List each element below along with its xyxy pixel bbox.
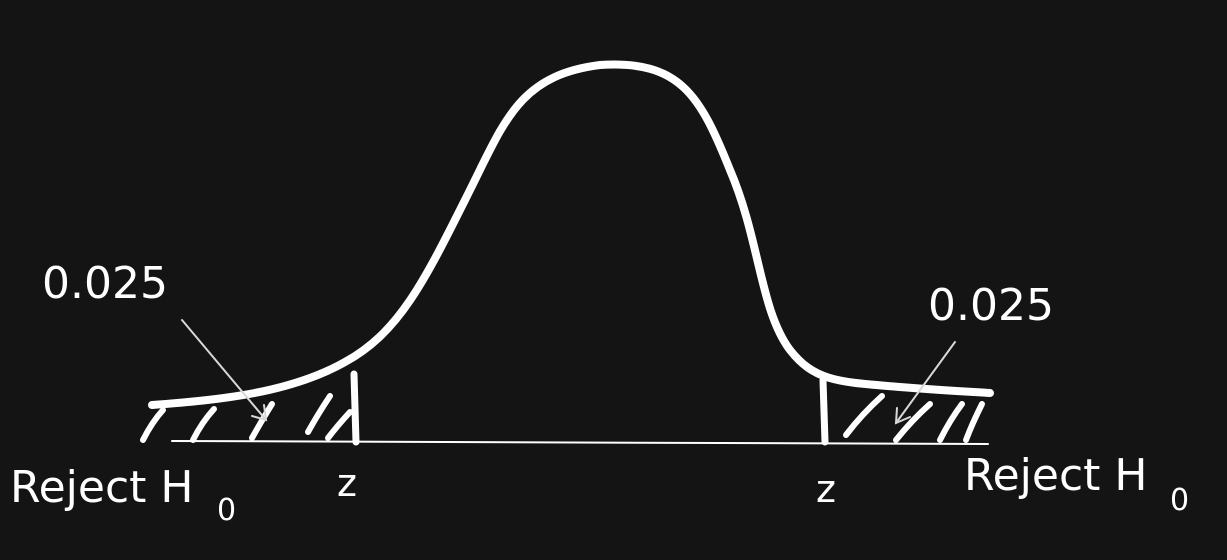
- right-tail-hatching: [843, 393, 985, 443]
- right-critical-line: [819, 376, 829, 446]
- right-arrow-icon: [894, 341, 956, 425]
- right-critical-z-label: z: [816, 467, 836, 511]
- right-probability-label: 0.025: [928, 280, 1054, 331]
- left-probability-label: 0.025: [42, 258, 168, 309]
- right-reject-subscript: 0: [1170, 483, 1189, 518]
- left-critical-line: [350, 370, 360, 446]
- baseline-axis: [171, 440, 989, 445]
- left-reject-label: Reject H: [10, 462, 193, 513]
- left-tail-hatching: [140, 393, 353, 443]
- left-reject-subscript: 0: [217, 493, 236, 528]
- bell-curve: [148, 60, 994, 409]
- left-arrow-icon: [181, 319, 268, 422]
- right-reject-label: Reject H: [964, 450, 1147, 501]
- left-critical-z-label: z: [337, 461, 357, 505]
